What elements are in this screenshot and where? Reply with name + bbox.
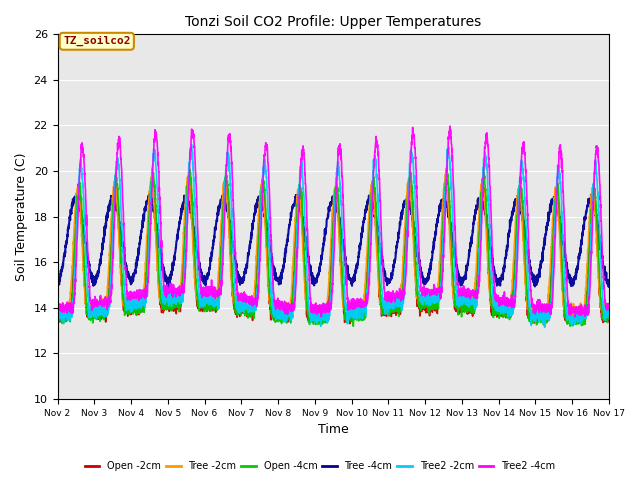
Title: Tonzi Soil CO2 Profile: Upper Temperatures: Tonzi Soil CO2 Profile: Upper Temperatur… [185,15,481,29]
X-axis label: Time: Time [318,423,349,436]
Y-axis label: Soil Temperature (C): Soil Temperature (C) [15,152,28,281]
Legend: Open -2cm, Tree -2cm, Open -4cm, Tree -4cm, Tree2 -2cm, Tree2 -4cm: Open -2cm, Tree -2cm, Open -4cm, Tree -4… [81,457,559,475]
Text: TZ_soilco2: TZ_soilco2 [63,36,131,47]
